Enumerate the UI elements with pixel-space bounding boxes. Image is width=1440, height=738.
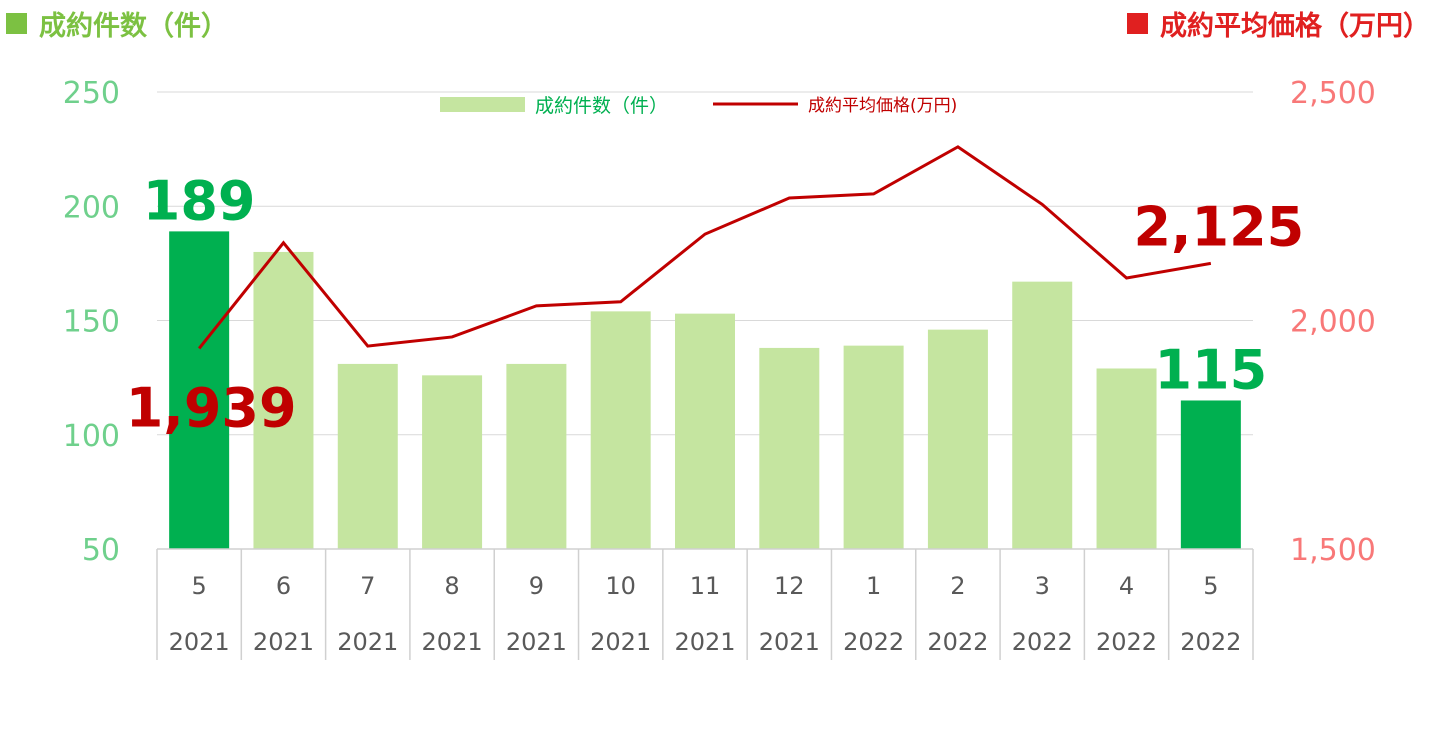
bar-series bbox=[169, 231, 1241, 549]
x-tick-label-month: 8 bbox=[444, 572, 459, 600]
x-tick-label-year: 2021 bbox=[506, 628, 567, 656]
x-tick-label-month: 9 bbox=[529, 572, 544, 600]
annotations: 189 115 1,939 2,125 bbox=[126, 169, 1305, 439]
bar bbox=[169, 231, 230, 549]
x-tick-label-month: 5 bbox=[192, 572, 207, 600]
y-right-tick-label: 2,000 bbox=[1290, 305, 1376, 340]
y-right-tick-label: 2,500 bbox=[1290, 76, 1376, 111]
bar bbox=[1180, 400, 1241, 549]
x-tick-label-year: 2021 bbox=[337, 628, 398, 656]
y-left-tick-label: 50 bbox=[82, 533, 120, 568]
x-tick-label-year: 2022 bbox=[927, 628, 988, 656]
legend-bar-label: 成約件数（件） bbox=[535, 95, 668, 117]
bar bbox=[675, 313, 735, 549]
legend-line-label: 成約平均価格(万円) bbox=[808, 96, 957, 116]
x-tick-label-month: 5 bbox=[1203, 572, 1218, 600]
data-label-annotation: 1,939 bbox=[126, 376, 297, 439]
data-label-annotation: 2,125 bbox=[1133, 195, 1304, 258]
x-tick-label-year: 2021 bbox=[253, 628, 314, 656]
x-tick-label-month: 1 bbox=[866, 572, 881, 600]
x-axis: 5202162021720218202192021102021112021122… bbox=[156, 548, 1254, 660]
x-tick-label-month: 4 bbox=[1119, 572, 1134, 600]
x-tick-label-month: 12 bbox=[774, 572, 805, 600]
axes: 50 100 150 200 250 1,500 2,000 2,500 bbox=[63, 76, 1376, 568]
x-tick-label-year: 2022 bbox=[1096, 628, 1157, 656]
data-label-annotation: 115 bbox=[1154, 338, 1267, 401]
line-series bbox=[197, 145, 1212, 350]
right-axis-title: 成約平均価格（万円） bbox=[1127, 4, 1430, 43]
y-left-tick-label: 100 bbox=[63, 419, 120, 454]
x-tick-label-year: 2022 bbox=[1180, 628, 1241, 656]
bar bbox=[422, 375, 483, 549]
bar bbox=[759, 347, 820, 549]
x-tick-label-month: 6 bbox=[276, 572, 291, 600]
left-title-square-icon bbox=[6, 13, 27, 34]
x-tick-label-month: 10 bbox=[605, 572, 636, 600]
x-tick-label-month: 11 bbox=[690, 572, 721, 600]
x-tick-label-year: 2021 bbox=[169, 628, 230, 656]
x-tick-label-year: 2021 bbox=[674, 628, 735, 656]
bar bbox=[506, 363, 567, 549]
data-label-annotation: 189 bbox=[143, 169, 256, 232]
y-left-tick-label: 200 bbox=[63, 190, 120, 225]
y-right-tick-label: 1,500 bbox=[1290, 533, 1376, 568]
y-left-tick-label: 250 bbox=[63, 76, 120, 111]
x-tick-label-year: 2021 bbox=[590, 628, 651, 656]
left-title-text: 成約件数（件） bbox=[39, 11, 228, 42]
bar bbox=[1012, 281, 1073, 549]
bar bbox=[253, 251, 314, 549]
x-tick-label-year: 2021 bbox=[759, 628, 820, 656]
bar bbox=[337, 363, 398, 549]
y-left-tick-label: 150 bbox=[63, 305, 120, 340]
x-tick-label-year: 2022 bbox=[843, 628, 904, 656]
legend: 成約件数（件） 成約平均価格(万円) bbox=[440, 95, 957, 117]
x-tick-label-year: 2021 bbox=[422, 628, 483, 656]
right-title-square-icon bbox=[1127, 13, 1148, 34]
right-title-text: 成約平均価格（万円） bbox=[1160, 11, 1430, 42]
bar bbox=[1096, 368, 1157, 549]
x-tick-label-month: 3 bbox=[1035, 572, 1050, 600]
x-tick-label-year: 2022 bbox=[1012, 628, 1073, 656]
bar bbox=[590, 311, 651, 549]
legend-bar-swatch bbox=[440, 97, 525, 112]
bar bbox=[927, 329, 988, 549]
left-axis-title: 成約件数（件） bbox=[6, 4, 228, 43]
x-tick-label-month: 2 bbox=[950, 572, 965, 600]
bar bbox=[843, 345, 904, 549]
price-line bbox=[197, 145, 1212, 350]
x-tick-label-month: 7 bbox=[360, 572, 375, 600]
